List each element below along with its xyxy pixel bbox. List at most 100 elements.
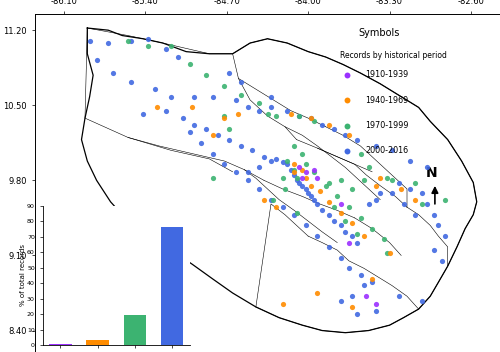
Point — [397, 186, 405, 192]
Point — [434, 222, 442, 228]
Point — [364, 165, 372, 170]
Point — [310, 167, 318, 172]
Point — [237, 92, 245, 98]
Point — [383, 175, 391, 181]
Point — [372, 183, 380, 189]
Point — [302, 169, 310, 175]
Point — [278, 175, 286, 181]
Point — [423, 165, 431, 170]
Point — [430, 212, 438, 218]
Point — [144, 43, 152, 49]
Point — [190, 94, 198, 100]
Point — [260, 154, 268, 159]
Point — [248, 147, 256, 153]
Point — [209, 175, 217, 181]
Point — [290, 172, 298, 178]
Point — [336, 210, 344, 215]
Point — [295, 165, 303, 170]
Point — [306, 183, 314, 189]
Bar — [86, 340, 109, 345]
Point — [290, 143, 298, 149]
Point — [281, 186, 289, 192]
Point — [330, 218, 338, 224]
Point — [368, 226, 376, 232]
Point — [209, 151, 217, 156]
Point — [209, 94, 217, 100]
Point — [406, 158, 414, 164]
Point — [186, 62, 194, 67]
Point — [190, 122, 198, 127]
Point — [178, 115, 186, 121]
Point — [267, 94, 275, 100]
Point — [109, 70, 117, 76]
Point — [314, 233, 322, 239]
Text: Records by historical period: Records by historical period — [340, 51, 446, 60]
Point — [287, 167, 295, 172]
Point — [153, 105, 161, 110]
Point — [220, 83, 228, 89]
Point — [272, 156, 280, 162]
Point — [325, 122, 333, 127]
Point — [325, 199, 333, 205]
Text: 1970-1999: 1970-1999 — [365, 121, 408, 130]
Point — [318, 208, 326, 213]
Point — [292, 210, 300, 215]
Point — [292, 175, 300, 181]
Point — [304, 190, 312, 196]
Point — [310, 119, 318, 124]
Point — [306, 115, 314, 121]
Point — [316, 188, 324, 194]
Point — [167, 43, 175, 49]
Point — [290, 169, 298, 175]
Point — [383, 251, 391, 256]
Point — [372, 301, 380, 307]
Point — [237, 143, 245, 149]
Point — [356, 272, 364, 278]
Point — [264, 111, 272, 117]
Point — [372, 197, 380, 202]
Point — [124, 38, 132, 44]
Point — [353, 137, 361, 143]
Point — [376, 190, 384, 196]
Point — [295, 113, 303, 119]
Point — [325, 180, 333, 185]
Point — [314, 201, 322, 207]
Point — [423, 201, 431, 207]
Point — [244, 177, 252, 183]
Point — [220, 162, 228, 167]
Point — [411, 212, 419, 218]
Point — [260, 197, 268, 202]
Point — [348, 220, 356, 226]
Point — [386, 251, 394, 256]
Point — [372, 308, 380, 314]
Point — [290, 162, 298, 167]
Point — [406, 186, 414, 192]
Point — [298, 183, 306, 189]
Point — [336, 177, 344, 183]
Point — [232, 97, 240, 103]
Point — [214, 132, 222, 138]
Text: N: N — [426, 166, 437, 180]
Point — [284, 108, 292, 113]
Point — [360, 177, 368, 183]
Point — [188, 105, 196, 110]
Point — [150, 86, 158, 92]
Point — [314, 175, 322, 181]
Point — [284, 158, 292, 164]
Point — [144, 36, 152, 42]
Point — [270, 197, 278, 202]
Point — [353, 240, 361, 245]
Point — [244, 169, 252, 175]
Point — [418, 201, 426, 207]
Point — [348, 294, 356, 299]
Point — [442, 233, 450, 239]
Point — [336, 222, 344, 228]
Point — [174, 54, 182, 60]
Point — [418, 190, 426, 196]
Point — [244, 105, 252, 110]
Point — [220, 113, 228, 119]
Point — [267, 158, 275, 164]
Point — [353, 312, 361, 317]
Point — [306, 194, 314, 199]
Bar — [124, 315, 146, 345]
